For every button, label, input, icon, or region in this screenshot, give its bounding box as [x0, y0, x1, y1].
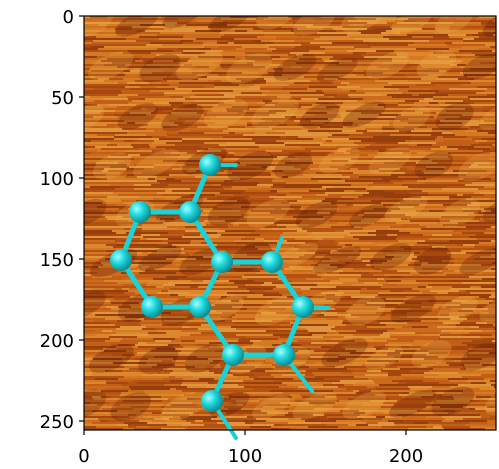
- y-tick-label: 200: [40, 331, 74, 352]
- atom: [201, 390, 223, 412]
- atom: [273, 344, 295, 366]
- atom: [199, 154, 221, 176]
- atom: [141, 296, 163, 318]
- atom: [292, 296, 314, 318]
- stm-image: [84, 16, 496, 430]
- axes-frame: [83, 15, 497, 431]
- y-tick-label: 150: [40, 250, 74, 271]
- y-tick-label: 100: [40, 169, 74, 190]
- surface-features: [84, 16, 496, 422]
- x-axis: 0 100 200: [78, 430, 423, 467]
- atom: [222, 344, 244, 366]
- y-tick-label: 250: [40, 412, 74, 433]
- x-tick-label: 100: [228, 446, 262, 467]
- x-tick-label: 200: [389, 446, 423, 467]
- scan-lines: [84, 16, 496, 430]
- x-tick-label: 0: [78, 446, 89, 467]
- atom: [261, 251, 283, 273]
- atom: [110, 249, 132, 271]
- molecule-atoms: [110, 154, 314, 412]
- y-axis: 0 50 100 150 200 250: [40, 7, 84, 433]
- atom: [211, 251, 233, 273]
- atom: [179, 201, 201, 223]
- y-tick-label: 0: [63, 7, 74, 28]
- atom: [129, 201, 151, 223]
- atom: [189, 296, 211, 318]
- molecule-overlay: [110, 154, 330, 440]
- y-tick-label: 50: [51, 88, 74, 109]
